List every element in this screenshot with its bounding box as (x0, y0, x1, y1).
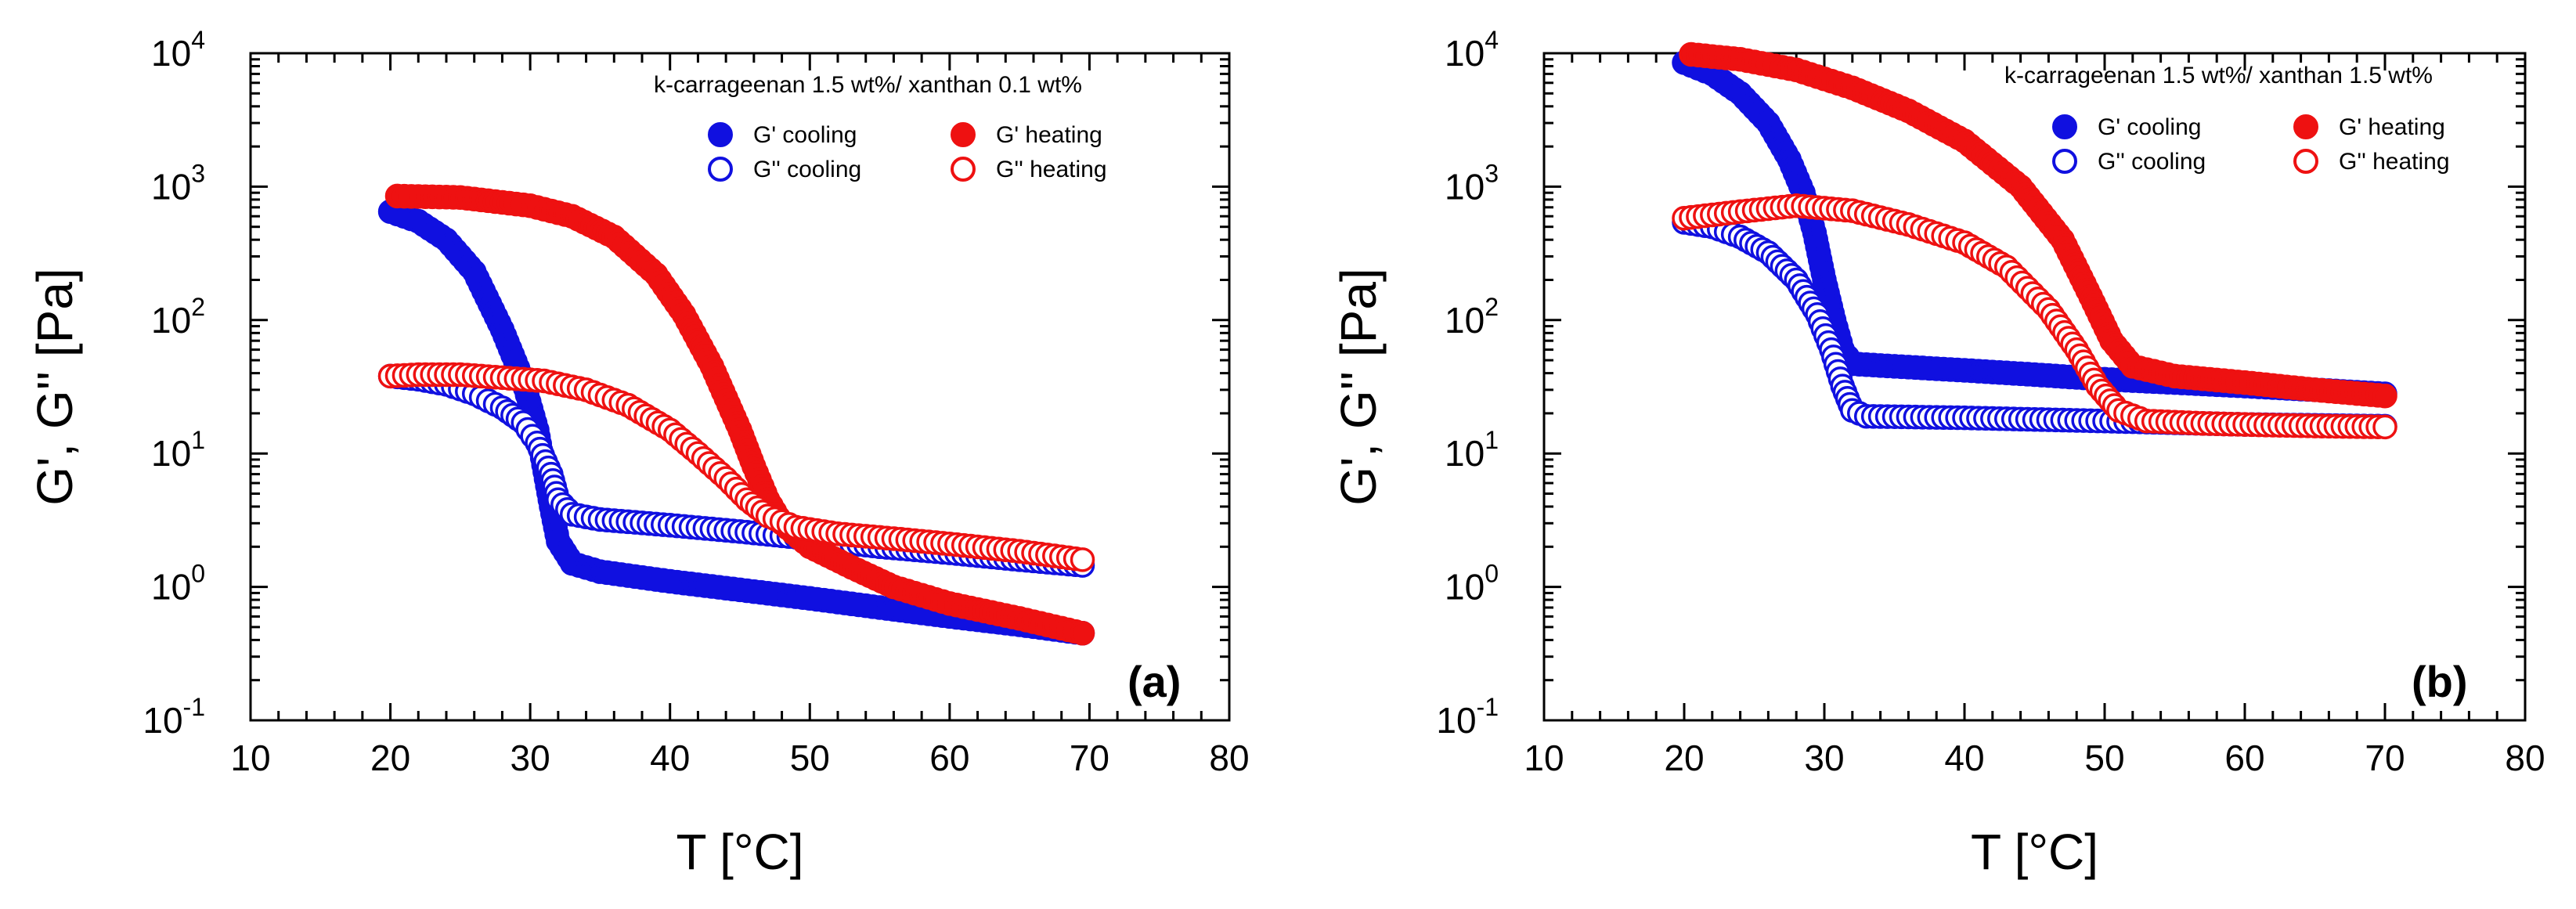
y-tick-label: 101 (151, 426, 205, 474)
data-point (1070, 620, 1095, 646)
y-tick-label: 104 (1445, 26, 1499, 74)
x-tick-label: 60 (2224, 738, 2264, 778)
y-tick-exponent: 4 (1485, 26, 1499, 54)
series-g-heating (1672, 193, 2397, 440)
y-tick-label: 10-1 (1436, 693, 1499, 741)
data-point (2372, 414, 2397, 440)
y-tick-label: 103 (1445, 159, 1499, 207)
y-tick-exponent: -1 (1477, 693, 1499, 721)
x-tick-label: 40 (1944, 738, 1984, 778)
y-tick-exponent: 3 (191, 159, 205, 187)
x-tick-label: 10 (1524, 738, 1564, 778)
x-tick-label: 30 (511, 738, 550, 778)
y-tick-exponent: -1 (183, 693, 205, 721)
y-tick-exponent: 0 (191, 560, 205, 588)
x-axis-label: T [°C] (1971, 824, 2098, 880)
legend-label: G' heating (2339, 114, 2445, 140)
legend-marker (708, 122, 733, 147)
legend-label: G' cooling (2098, 114, 2201, 140)
y-tick-exponent: 4 (191, 26, 205, 54)
chart-subtitle: k-carrageenan 1.5 wt%/ xanthan 0.1 wt% (654, 72, 1082, 98)
x-tick-label: 20 (1664, 738, 1704, 778)
legend-marker (2293, 114, 2318, 139)
x-tick-label: 40 (650, 738, 690, 778)
x-tick-label: 60 (929, 738, 969, 778)
y-tick-label: 10-1 (143, 693, 205, 741)
series-g-heating (1679, 41, 2397, 409)
panel-label: (b) (2412, 657, 2468, 706)
y-tick-exponent: 1 (191, 426, 205, 454)
series-g-heating (377, 362, 1095, 572)
series-g-cooling (1672, 210, 2397, 439)
y-tick-label: 100 (151, 560, 205, 608)
legend-marker (951, 122, 976, 147)
legend-label: G'' heating (2339, 149, 2450, 175)
y-tick-label: 100 (1445, 560, 1499, 608)
y-tick-exponent: 0 (1485, 560, 1499, 588)
plot-frame (249, 52, 1231, 722)
legend-label: G' cooling (753, 122, 857, 148)
chart-subtitle: k-carrageenan 1.5 wt%/ xanthan 1.5 wt% (2004, 63, 2433, 88)
y-axis-label: G', G'' [Pa] (1330, 268, 1387, 505)
y-tick-label: 101 (1445, 426, 1499, 474)
x-tick-label: 20 (370, 738, 410, 778)
plot-frame (1542, 52, 2527, 722)
x-tick-label: 70 (2365, 738, 2405, 778)
legend-marker (2293, 149, 2318, 174)
series-g-cooling (1672, 50, 2397, 406)
legend-label: G'' cooling (753, 157, 861, 182)
y-tick-exponent: 2 (1485, 293, 1499, 321)
legend-label: G'' heating (996, 157, 1107, 182)
y-tick-exponent: 2 (191, 293, 205, 321)
y-tick-label: 104 (151, 26, 205, 74)
y-tick-exponent: 1 (1485, 426, 1499, 454)
x-tick-label: 80 (1209, 738, 1249, 778)
legend-marker (2052, 149, 2077, 174)
legend-label: G'' cooling (2098, 149, 2206, 175)
axis-ticks (249, 53, 1231, 722)
legend-label: G' heating (996, 122, 1102, 148)
legend-marker (2052, 114, 2077, 139)
y-tick-label: 102 (1445, 293, 1499, 341)
y-tick-exponent: 3 (1485, 159, 1499, 187)
data-point (2372, 383, 2397, 409)
legend-marker (951, 157, 976, 182)
x-tick-label: 10 (230, 738, 270, 778)
x-tick-label: 30 (1804, 738, 1844, 778)
x-tick-label: 50 (2084, 738, 2124, 778)
y-tick-label: 103 (151, 159, 205, 207)
panel-label: (a) (1127, 657, 1181, 706)
y-tick-label: 102 (151, 293, 205, 341)
x-tick-label: 50 (790, 738, 830, 778)
x-tick-label: 70 (1070, 738, 1109, 778)
x-tick-label: 80 (2505, 738, 2545, 778)
data-point (1070, 547, 1095, 572)
legend-marker (708, 157, 733, 182)
x-axis-label: T [°C] (676, 824, 803, 880)
y-axis-label: G', G'' [Pa] (27, 268, 83, 505)
